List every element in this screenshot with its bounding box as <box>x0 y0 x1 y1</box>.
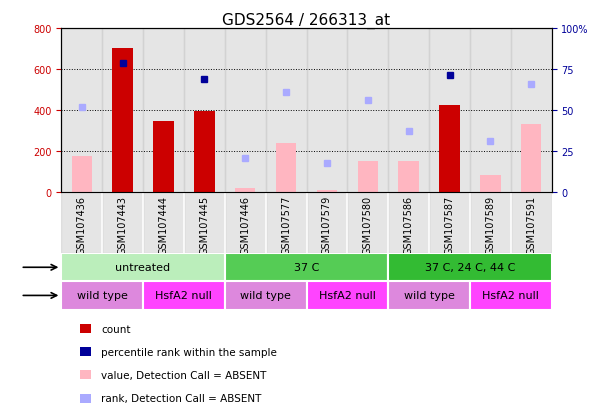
Bar <box>61 192 102 254</box>
Text: 37 C: 37 C <box>294 263 319 273</box>
Bar <box>276 143 296 192</box>
Bar <box>306 29 348 192</box>
Text: GSM107446: GSM107446 <box>240 195 250 254</box>
Text: GSM107591: GSM107591 <box>527 195 536 254</box>
Bar <box>388 29 429 192</box>
Bar <box>388 282 470 310</box>
Bar <box>511 192 552 254</box>
Bar <box>61 254 225 282</box>
Bar <box>61 282 143 310</box>
Text: percentile rank within the sample: percentile rank within the sample <box>101 347 277 357</box>
Bar <box>357 161 378 192</box>
Bar <box>306 192 348 254</box>
Text: wild type: wild type <box>77 291 128 301</box>
Text: HsfA2 null: HsfA2 null <box>319 291 376 301</box>
Text: GSM107443: GSM107443 <box>118 195 128 254</box>
Text: HsfA2 null: HsfA2 null <box>156 291 212 301</box>
Bar <box>265 29 306 192</box>
Bar <box>184 192 225 254</box>
Text: GSM107587: GSM107587 <box>444 195 454 254</box>
Bar <box>235 188 256 192</box>
Bar <box>348 29 388 192</box>
Bar <box>112 49 133 192</box>
Bar <box>470 192 511 254</box>
Bar <box>225 254 388 282</box>
Bar <box>480 176 501 192</box>
Bar <box>184 29 225 192</box>
Text: GSM107577: GSM107577 <box>281 195 291 254</box>
Text: rank, Detection Call = ABSENT: rank, Detection Call = ABSENT <box>101 393 262 403</box>
Bar <box>61 29 102 192</box>
Text: GSM107436: GSM107436 <box>77 195 86 254</box>
Bar <box>429 29 470 192</box>
Bar <box>72 157 92 192</box>
Text: value, Detection Call = ABSENT: value, Detection Call = ABSENT <box>101 370 267 380</box>
Bar <box>440 105 460 192</box>
Bar <box>225 192 265 254</box>
Bar <box>306 282 388 310</box>
Bar <box>225 29 265 192</box>
Bar <box>470 29 511 192</box>
Bar <box>143 192 184 254</box>
Text: GSM107589: GSM107589 <box>485 195 495 254</box>
Text: 37 C, 24 C, 44 C: 37 C, 24 C, 44 C <box>425 263 515 273</box>
Title: GDS2564 / 266313_at: GDS2564 / 266313_at <box>223 13 390 29</box>
Bar <box>521 125 541 192</box>
Text: GSM107580: GSM107580 <box>363 195 373 254</box>
Bar <box>511 29 552 192</box>
Bar <box>102 29 143 192</box>
Bar <box>317 190 337 192</box>
Bar <box>143 29 184 192</box>
Bar <box>102 192 143 254</box>
Bar <box>348 192 388 254</box>
Text: wild type: wild type <box>240 291 291 301</box>
Bar <box>143 282 225 310</box>
Bar <box>429 192 470 254</box>
Bar <box>194 112 215 192</box>
Bar <box>225 282 306 310</box>
Text: GSM107444: GSM107444 <box>159 195 169 254</box>
Bar <box>398 161 419 192</box>
Bar <box>153 122 173 192</box>
Text: count: count <box>101 324 131 334</box>
Text: GSM107445: GSM107445 <box>199 195 209 254</box>
Text: GSM107579: GSM107579 <box>322 195 332 254</box>
Bar <box>265 192 306 254</box>
Bar <box>388 254 552 282</box>
Bar <box>388 192 429 254</box>
Bar <box>470 282 552 310</box>
Text: GSM107586: GSM107586 <box>404 195 414 254</box>
Text: HsfA2 null: HsfA2 null <box>482 291 539 301</box>
Text: wild type: wild type <box>404 291 454 301</box>
Text: untreated: untreated <box>115 263 170 273</box>
